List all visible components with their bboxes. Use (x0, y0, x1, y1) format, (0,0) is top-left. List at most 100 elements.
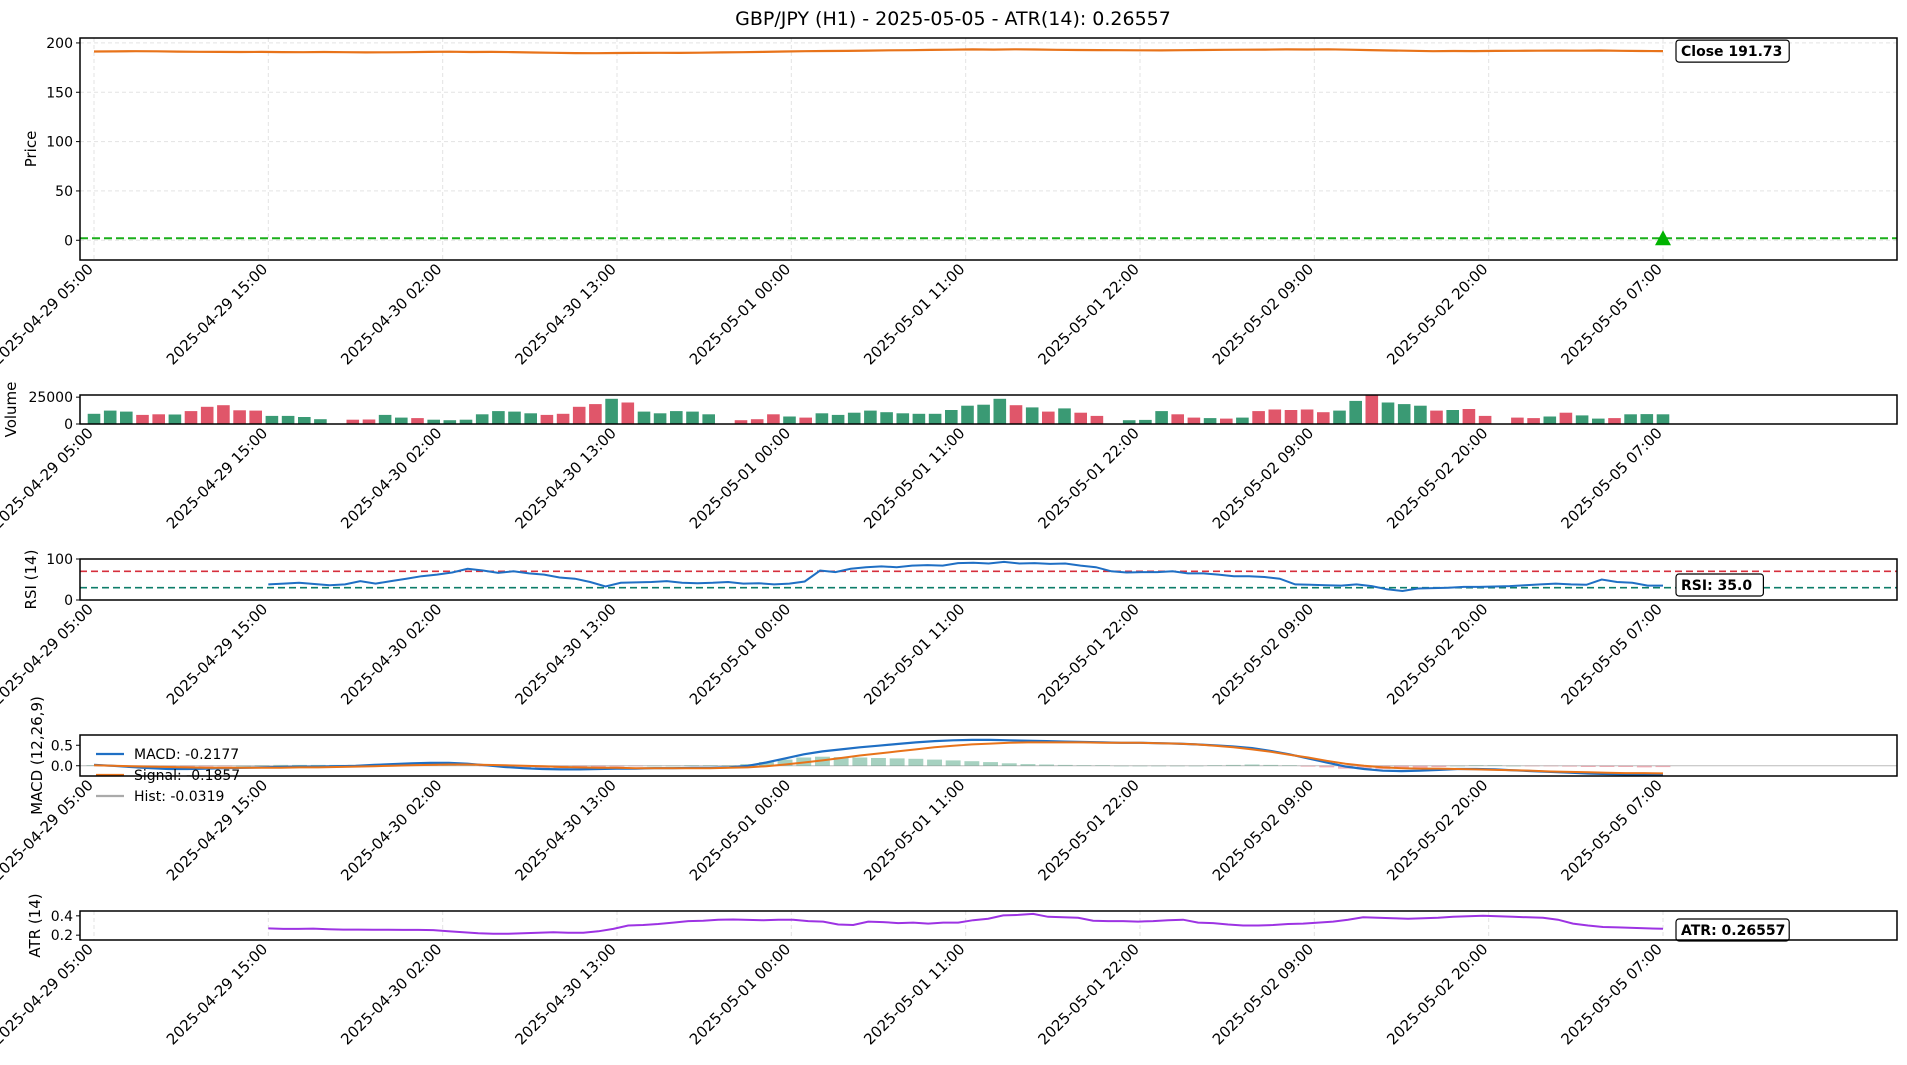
macd-hist-bar (1450, 765, 1465, 767)
atr-x-tick-label: 2025-05-02 20:00 (1383, 940, 1491, 1048)
volume-bar (1349, 400, 1362, 424)
macd-x-tick-label: 2025-05-02 09:00 (1209, 776, 1317, 884)
volume-bar (492, 411, 505, 424)
volume-bar (1624, 414, 1637, 424)
volume-bar (767, 414, 780, 424)
macd-hist-bar (1356, 765, 1372, 770)
price-x-tick-label: 2025-05-01 22:00 (1035, 260, 1143, 368)
rsi-label: RSI: 35.0 (1681, 578, 1752, 594)
volume-bar (459, 419, 473, 424)
volume-bar (298, 417, 311, 424)
volume-x-tick-label: 2025-04-29 05:00 (0, 424, 97, 532)
volume-bar (1543, 416, 1557, 424)
volume-bar (346, 419, 360, 424)
rsi-x-tick-label: 2025-05-01 00:00 (686, 600, 794, 708)
volume-x-tick-label: 2025-05-01 22:00 (1035, 424, 1143, 532)
volume-bar (734, 420, 748, 424)
macd-y-tick-label: 0.5 (51, 738, 73, 754)
macd-hist-bar (590, 765, 606, 767)
rsi-x-tick-label: 2025-05-02 20:00 (1383, 600, 1491, 708)
volume-bar (1236, 417, 1249, 424)
macd-panel-frame (79, 734, 1898, 777)
macd-hist-bar (516, 765, 531, 769)
volume-bar (1220, 418, 1233, 424)
volume-y-axis-label: Volume (2, 382, 20, 438)
volume-bar (928, 413, 942, 424)
volume-bar (249, 410, 262, 424)
volume-bar (815, 413, 829, 424)
volume-bar (1656, 414, 1670, 424)
macd-hist-bar (1188, 765, 1204, 767)
volume-bar (1171, 414, 1184, 424)
macd-hist-bar (534, 765, 550, 769)
atr-x-tick-label: 2025-05-05 07:00 (1558, 940, 1666, 1048)
macd-hist-bar (871, 758, 886, 766)
volume-bar (1300, 409, 1314, 424)
macd-hist-bar (1169, 765, 1185, 767)
volume-bar (686, 411, 699, 424)
volume-bar (1592, 418, 1605, 424)
volume-bar (1025, 407, 1039, 424)
macd-hist-bar (721, 765, 737, 766)
macd-hist-bar (1263, 764, 1279, 766)
volume-y-tick-label: 25000 (28, 390, 73, 406)
macd-hist-bar (1282, 765, 1297, 766)
volume-bar (233, 410, 246, 424)
rsi-label-box (1675, 573, 1765, 597)
volume-bar (670, 411, 683, 424)
volume-bar (1478, 415, 1492, 424)
volume-bar (1414, 405, 1427, 424)
volume-bar (945, 410, 958, 424)
macd-hist-bar (198, 765, 214, 767)
volume-bar (653, 413, 667, 424)
price-y-tick-label: 100 (46, 135, 73, 151)
macd-hist-bar (964, 761, 980, 766)
volume-panel-frame (79, 394, 1898, 425)
atr-panel-frame (79, 910, 1898, 941)
volume-bar (589, 404, 602, 424)
macd-hist-bar (292, 764, 307, 766)
rsi-y-tick-label: 0 (64, 593, 73, 609)
volume-bar (1317, 412, 1330, 424)
volume-bar (961, 405, 974, 424)
macd-hist-bar (1244, 764, 1260, 766)
macd-hist-bar (1132, 765, 1148, 767)
macd-hist-bar (86, 765, 102, 766)
volume-bar (508, 411, 521, 424)
volume-bar (556, 413, 570, 424)
volume-bar (1365, 395, 1379, 424)
volume-bar (912, 413, 926, 424)
macd-hist-bar (889, 758, 905, 766)
volume-bar (524, 413, 537, 424)
macd-hist-bar (1151, 765, 1167, 767)
volume-bar (993, 398, 1007, 424)
macd-x-tick-label: 2025-04-29 05:00 (0, 776, 97, 884)
macd-hist-bar (1076, 765, 1092, 766)
atr-x-tick-label: 2025-04-30 02:00 (337, 940, 445, 1048)
rsi-panel-frame (79, 558, 1898, 601)
volume-bar (168, 414, 182, 424)
volume-bar (103, 410, 117, 424)
atr-line (268, 912, 1664, 935)
macd-hist-bar (1207, 765, 1223, 766)
volume-bar (1058, 408, 1071, 424)
volume-bar (702, 414, 715, 424)
volume-bar (540, 414, 554, 424)
volume-bar (637, 411, 651, 424)
rsi-line (268, 560, 1663, 593)
volume-x-tick-label: 2025-05-02 09:00 (1209, 424, 1317, 532)
price-grid (93, 38, 1664, 260)
macd-x-tick-label: 2025-05-01 22:00 (1035, 776, 1143, 884)
volume-bar (411, 418, 424, 424)
volume-x-tick-label: 2025-05-02 20:00 (1383, 424, 1491, 532)
volume-x-tick-label: 2025-04-30 02:00 (337, 424, 445, 532)
atr-x-tick-label: 2025-04-29 05:00 (0, 940, 97, 1048)
price-x-tick-label: 2025-04-29 15:00 (163, 260, 271, 368)
atr-grid (93, 911, 1664, 940)
macd-hist-bar (945, 760, 961, 766)
volume-bar (1575, 415, 1589, 424)
price-x-tick-label: 2025-05-05 07:00 (1558, 260, 1666, 368)
volume-bar (1090, 415, 1104, 424)
